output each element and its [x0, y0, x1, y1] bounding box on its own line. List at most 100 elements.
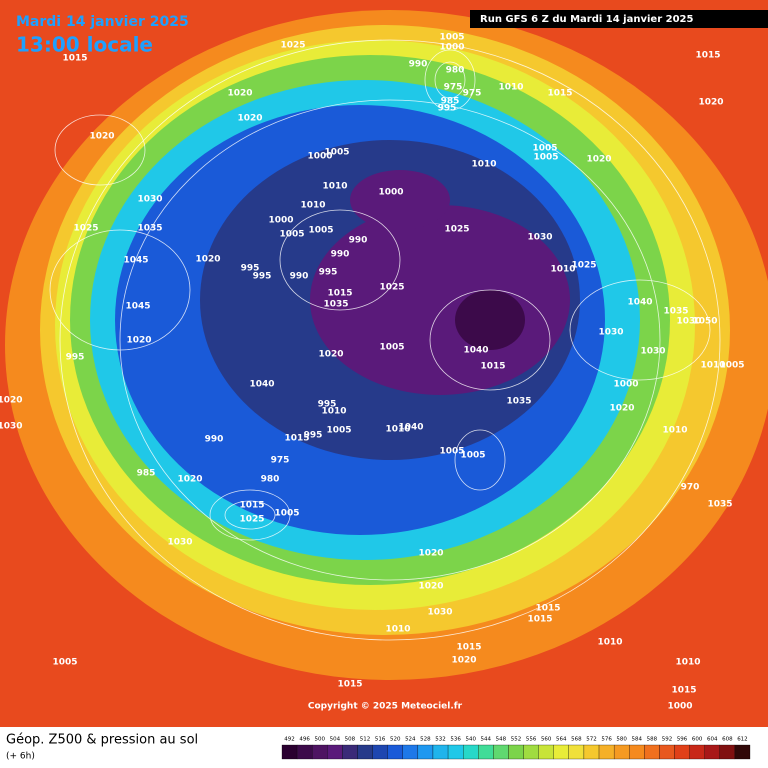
isobar-label: 1015 — [239, 501, 264, 511]
isobar-label: 1005 — [274, 509, 299, 519]
isobar-label: 985 — [137, 469, 156, 479]
isobar-label: 1020 — [586, 155, 611, 165]
isobar-label: 1030 — [598, 328, 623, 338]
isobar-label: 1025 — [444, 225, 469, 235]
isobar-label: 1025 — [280, 41, 305, 51]
isobar-label: 1005 — [719, 361, 744, 371]
isobar-label: 1035 — [137, 224, 162, 234]
legend-level: 596 — [677, 737, 688, 743]
isobar-label: 995 — [319, 268, 338, 278]
isobar-label: 1005 — [326, 426, 351, 436]
isobar-label: 1020 — [418, 582, 443, 592]
legend-swatch — [598, 744, 615, 760]
isobar-label: 1010 — [597, 638, 622, 648]
isobar-label: 1040 — [627, 298, 652, 308]
isobar-label: 1010 — [550, 265, 575, 275]
isobar-label: 1040 — [249, 380, 274, 390]
legend-level: 556 — [526, 737, 537, 743]
isobar-label: 990 — [331, 250, 350, 260]
isobar-label: 1020 — [0, 396, 23, 406]
isobar-label: 1010 — [321, 407, 346, 417]
isobar-label: 1030 — [527, 233, 552, 243]
isobar-label: 995 — [318, 400, 337, 410]
isobar-label: 1020 — [237, 114, 262, 124]
isobar-label: 1005 — [533, 153, 558, 163]
isobar-label: 1010 — [385, 625, 410, 635]
isobar-label: 1030 — [427, 608, 452, 618]
legend-level: 500 — [314, 737, 325, 743]
legend-level: 612 — [737, 737, 748, 743]
isobar-label: 1030 — [640, 347, 665, 357]
run-info: Run GFS 6 Z du Mardi 14 janvier 2025 — [480, 14, 693, 25]
isobar-label: 1010 — [300, 201, 325, 211]
isobar-label: 1025 — [379, 283, 404, 293]
isobar-label: 1010 — [385, 425, 410, 435]
legend-swatch — [357, 744, 373, 760]
legend-level: 548 — [496, 737, 507, 743]
legend-level: 572 — [586, 737, 597, 743]
isobar-label: 1015 — [62, 54, 87, 64]
isobar-label: 995 — [66, 353, 85, 363]
legend-swatch — [493, 744, 509, 760]
legend-level: 584 — [632, 737, 643, 743]
isobar-label: 1015 — [480, 362, 505, 372]
isobar-label: 1005 — [460, 451, 485, 461]
isobar-label: 1030 — [137, 195, 162, 205]
copyright: Copyright © 2025 Meteociel.fr — [308, 702, 463, 712]
isobar-label: 1020 — [227, 89, 252, 99]
isobar-labels: 1025101510051000990980975975985995101010… — [0, 33, 745, 712]
legend-swatch — [372, 744, 388, 760]
legend-swatch — [281, 744, 298, 760]
isobar-label: 995 — [253, 272, 272, 282]
isobar-label: 1015 — [337, 680, 362, 690]
isobar-label: 1000 — [439, 43, 464, 53]
isobar-label: 1020 — [126, 336, 151, 346]
legend-swatch — [568, 744, 585, 760]
isobar-label: 1025 — [571, 261, 596, 271]
legend-level: 512 — [360, 737, 371, 743]
legend-swatch — [387, 744, 403, 760]
legend-swatch — [327, 744, 343, 760]
isobar-label: 980 — [261, 475, 280, 485]
isobar-label: 990 — [205, 435, 224, 445]
isobar-label: 1040 — [463, 346, 488, 356]
isobar-label: 975 — [444, 83, 463, 93]
isobar-label: 995 — [304, 431, 323, 441]
legend-level: 520 — [390, 737, 401, 743]
isobar-label: 1020 — [89, 132, 114, 142]
legend-swatch — [342, 744, 358, 760]
legend-level: 592 — [662, 737, 673, 743]
legend-level: 504 — [330, 737, 341, 743]
isobar-label: 1015 — [547, 89, 572, 99]
legend-level: 588 — [647, 737, 658, 743]
legend-swatch — [719, 744, 736, 760]
legend-level: 492 — [284, 737, 295, 743]
isobar-label: 1020 — [318, 350, 343, 360]
isobar-label: 990 — [409, 60, 428, 70]
legend-level: 552 — [511, 737, 522, 743]
legend-swatch — [659, 744, 675, 760]
legend-level: 568 — [571, 737, 582, 743]
isobar-label: 1010 — [675, 658, 700, 668]
isobar-label: 1035 — [663, 307, 688, 317]
legend-swatch — [447, 744, 464, 760]
isobar-label: 985 — [441, 97, 460, 107]
time-title: 13:00 locale — [16, 33, 153, 57]
isobar-label: 1005 — [439, 447, 464, 457]
isobar-label: 990 — [290, 272, 309, 282]
footer-title: Géop. Z500 & pression au sol — [6, 733, 198, 748]
isobar-label: 980 — [446, 66, 465, 76]
legend-swatch — [296, 744, 313, 760]
isobar-label: 1010 — [700, 361, 725, 371]
isobar-label: 1000 — [667, 702, 692, 712]
legend-level: 576 — [601, 737, 612, 743]
isobar-label: 1015 — [527, 615, 552, 625]
isobar-label: 1035 — [323, 300, 348, 310]
isobar-label: 1005 — [532, 144, 557, 154]
isobar-label: 970 — [681, 483, 700, 493]
color-legend: 492 496 500 504 508 512 516 520 524 528 532 536 540 5… — [281, 737, 751, 760]
isobar-label: 1025 — [239, 515, 264, 525]
isobar-label: 975 — [463, 89, 482, 99]
